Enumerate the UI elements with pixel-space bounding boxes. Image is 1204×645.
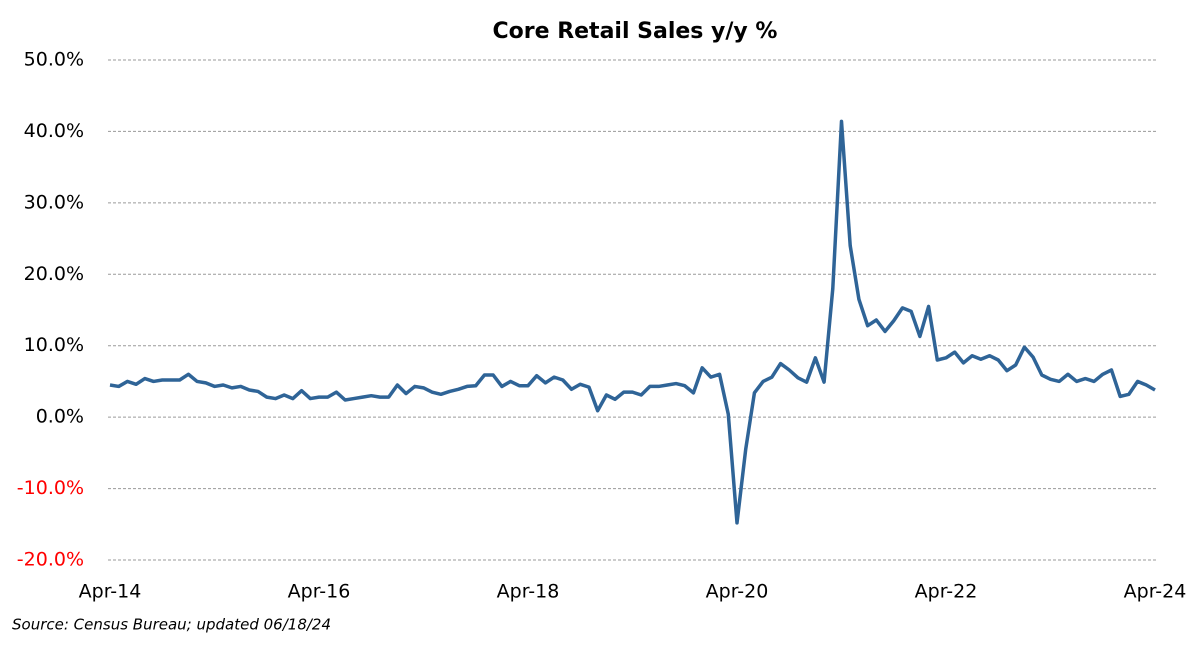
y-tick-label: 40.0% xyxy=(24,120,84,142)
y-tick-label: -10.0% xyxy=(17,477,84,499)
y-tick-label: -20.0% xyxy=(17,549,84,571)
source-note: Source: Census Bureau; updated 06/18/24 xyxy=(12,616,331,634)
y-tick-label: 30.0% xyxy=(24,191,84,213)
x-tick-label: Apr-16 xyxy=(288,581,351,603)
x-tick-label: Apr-24 xyxy=(1124,581,1187,603)
x-tick-label: Apr-14 xyxy=(79,581,142,603)
x-tick-label: Apr-18 xyxy=(497,581,560,603)
chart-title: Core Retail Sales y/y % xyxy=(493,19,778,44)
y-tick-label: 20.0% xyxy=(24,263,84,285)
y-tick-label: 50.0% xyxy=(24,49,84,71)
data-line xyxy=(109,119,1156,525)
x-tick-label: Apr-22 xyxy=(915,581,978,603)
y-tick-label: 0.0% xyxy=(36,406,84,428)
x-tick-label: Apr-20 xyxy=(706,581,769,603)
y-tick-label: 10.0% xyxy=(24,334,84,356)
